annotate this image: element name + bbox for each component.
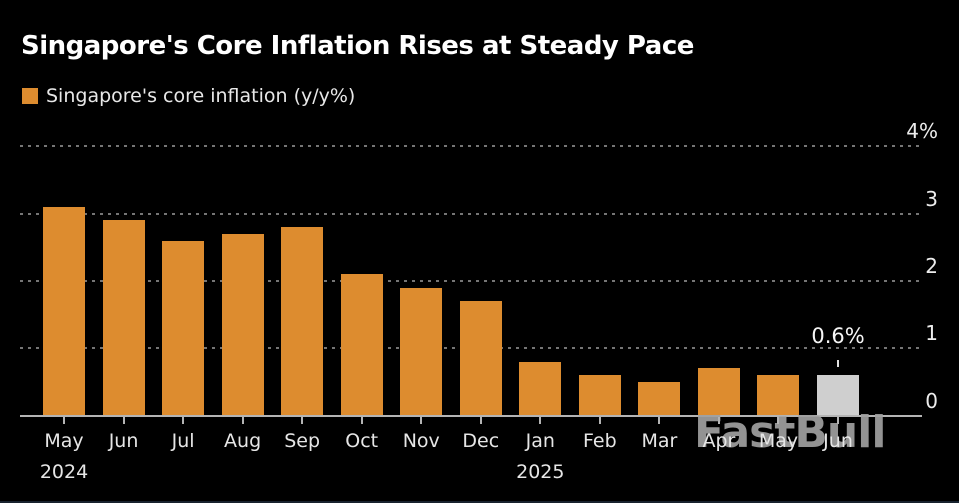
x-axis-tick-4: [301, 416, 304, 424]
bar-10-mar: [638, 381, 681, 416]
x-axis-tick-8: [539, 416, 542, 424]
x-axis-tick-0: [63, 416, 65, 424]
x-axis-year-2024: 2024: [39, 461, 89, 483]
bar-5-oct: [340, 274, 383, 416]
bar-8-jan: [519, 361, 562, 416]
y-axis-label-2: 2: [925, 253, 938, 278]
x-axis-tick-13: [837, 416, 840, 424]
x-axis-label-jun-1: Jun: [108, 430, 139, 452]
bar-6-nov: [400, 287, 443, 416]
x-axis-tick-5: [360, 416, 363, 424]
x-axis-label-oct-5: Oct: [345, 430, 379, 452]
x-axis-tick-1: [122, 416, 125, 424]
bar-3-aug: [221, 233, 264, 416]
x-axis-label-may-12: May: [758, 430, 799, 452]
legend-swatch-icon: [22, 88, 38, 104]
bar-11-apr: [697, 368, 740, 416]
bar-4-sep: [281, 227, 324, 416]
y-axis-label-1: 1: [925, 321, 938, 346]
x-axis-label-jun-13: Jun: [823, 430, 853, 452]
gridline-3: [20, 212, 922, 215]
x-axis-tick-3: [241, 416, 244, 424]
x-axis-tick-2: [182, 416, 185, 424]
x-axis-tick-6: [420, 416, 423, 424]
x-axis-label-feb-9: Feb: [583, 430, 617, 452]
x-axis-tick-12: [777, 416, 780, 424]
chart-title: Singapore's Core Inflation Rises at Stea…: [21, 31, 694, 61]
watermark: FastBull: [694, 407, 886, 458]
x-axis-label-jan-8: Jan: [525, 430, 555, 452]
x-axis-line: [20, 414, 922, 417]
x-axis-tick-11: [717, 416, 720, 424]
gridline-4: [20, 145, 922, 148]
bar-12-may: [757, 375, 800, 416]
x-axis-label-mar-10: Mar: [641, 430, 678, 452]
bar-1-jun: [102, 220, 145, 416]
x-axis-year-2025: 2025: [516, 461, 565, 483]
bar-2-jul: [162, 240, 205, 416]
x-axis-label-dec-7: Dec: [462, 430, 500, 452]
x-axis-label-jul-2: Jul: [171, 430, 195, 452]
bar-7-dec: [459, 301, 502, 416]
y-axis-label-0: 0: [925, 388, 938, 413]
x-axis-label-apr-11: Apr: [702, 430, 736, 452]
bar-13-jun: [817, 375, 860, 416]
x-axis-tick-10: [658, 416, 661, 424]
last-value-pointer: [837, 360, 840, 367]
bottom-edge-divider: [0, 501, 959, 503]
last-value-label: 0.6%: [811, 324, 865, 348]
bar-0-may: [43, 206, 85, 416]
x-axis-label-aug-3: Aug: [224, 430, 262, 452]
x-axis-label-nov-6: Nov: [402, 430, 440, 452]
legend-label: Singapore's core inflation (y/y%): [46, 85, 356, 107]
x-axis-tick-7: [479, 416, 482, 424]
y-axis-label-4: 4%: [906, 119, 938, 144]
x-axis-label-may-0: May: [44, 430, 84, 452]
legend: Singapore's core inflation (y/y%): [22, 85, 355, 107]
x-axis-label-sep-4: Sep: [284, 430, 321, 452]
x-axis-tick-9: [598, 416, 601, 424]
bar-9-feb: [578, 375, 621, 416]
gridline-2: [20, 279, 922, 282]
y-axis-label-3: 3: [925, 186, 938, 211]
